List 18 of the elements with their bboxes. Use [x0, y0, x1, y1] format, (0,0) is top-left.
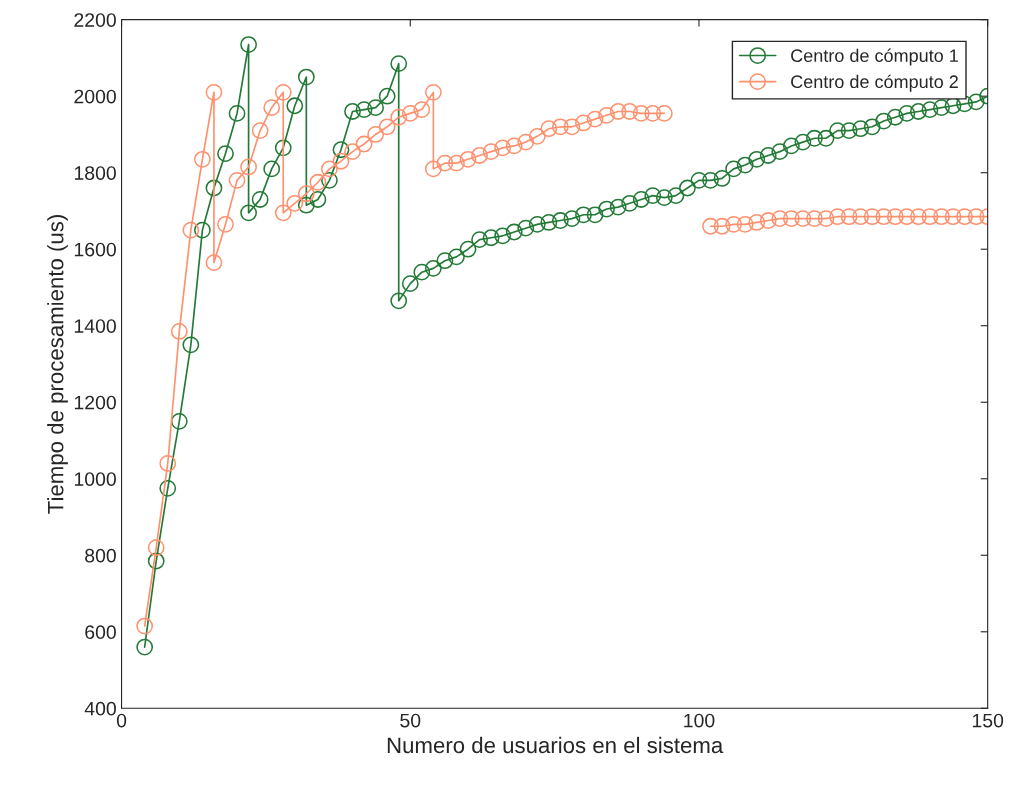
- y-tick-label: 1600: [74, 242, 116, 257]
- y-tick-label: 2000: [74, 89, 116, 104]
- y-tick-label: 1400: [74, 319, 116, 333]
- legend-label: Centro de cómputo 2: [791, 74, 958, 92]
- y-tick-label: 1800: [74, 166, 116, 180]
- x-tick-label: 0: [116, 713, 127, 728]
- x-axis-title: Numero de usuarios en el sistema: [387, 736, 724, 754]
- x-tick-label: 100: [684, 713, 715, 728]
- x-tick-label: 50: [400, 713, 421, 728]
- y-axis-title: Tiempo de procesamiento (us): [47, 215, 68, 514]
- y-tick-label: 600: [85, 625, 116, 640]
- y-tick-label: 2200: [74, 13, 116, 27]
- y-tick-label: 800: [85, 548, 116, 563]
- y-tick-label: 1000: [74, 472, 116, 486]
- legend-label: Centro de cómputo 1: [791, 48, 958, 66]
- y-tick-label: 1200: [74, 395, 116, 410]
- y-tick-label: 400: [84, 701, 116, 716]
- x-tick-label: 150: [972, 713, 1004, 728]
